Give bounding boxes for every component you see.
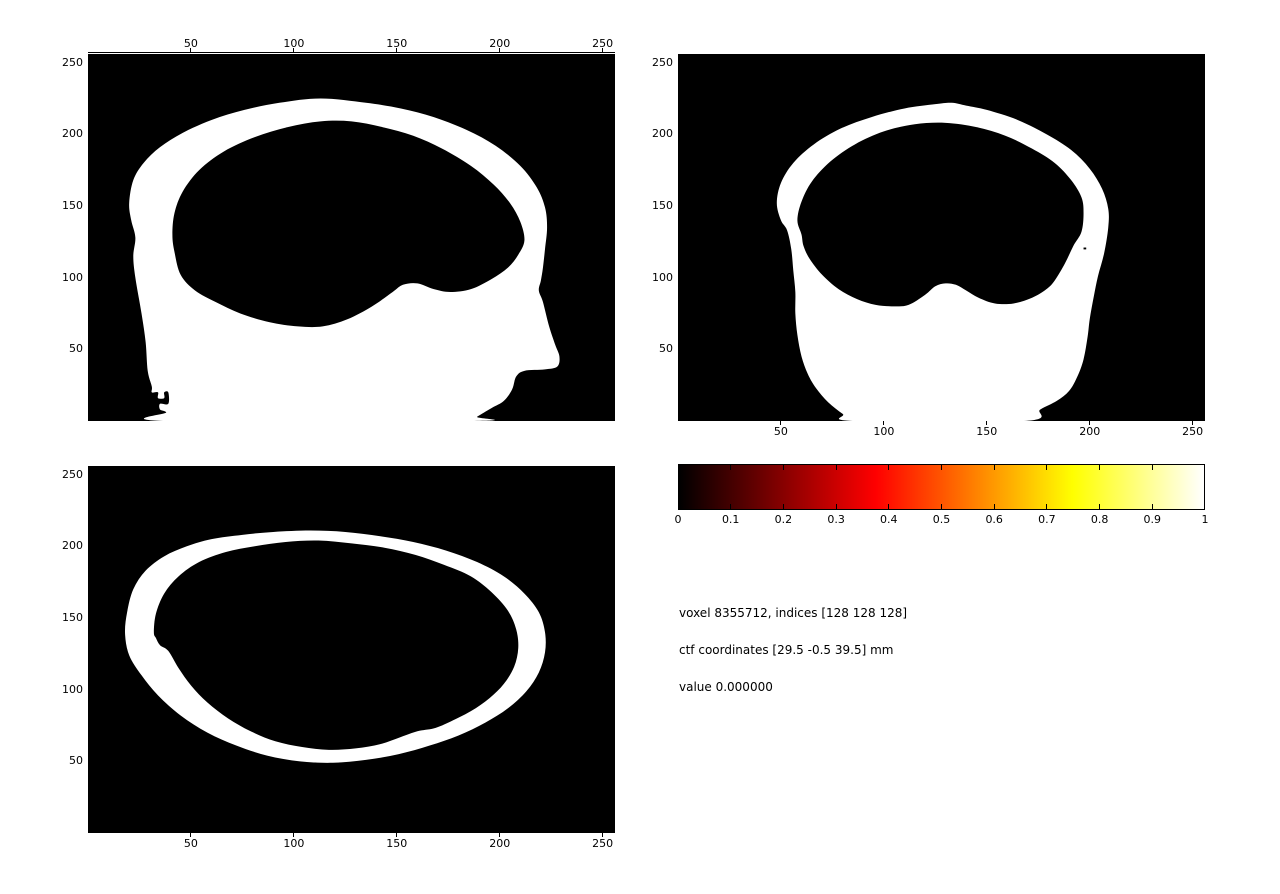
colorbar-tick-mark-bottom	[1151, 504, 1153, 509]
sagittal-mask-outline	[129, 98, 560, 421]
colorbar-tick-mark-bottom	[782, 504, 784, 509]
sagittal-x-tick-mark	[602, 48, 604, 52]
coronal-y-tick-label: 250	[652, 55, 673, 69]
sagittal-x-tick-label: 200	[489, 37, 511, 50]
axial-y-tick-label: 250	[62, 467, 83, 481]
colorbar-tick-label: 0.1	[721, 513, 740, 526]
colorbar-tick-label: 0.5	[932, 513, 951, 526]
colorbar-tick-mark-top	[1151, 465, 1153, 470]
coronal-mask-outline	[776, 102, 1109, 421]
colorbar-tick-mark-bottom	[835, 504, 837, 509]
sagittal-x-tick-mark	[293, 48, 295, 52]
coronal-mask-image	[776, 102, 1109, 421]
sagittal-y-tick-label: 100	[62, 270, 83, 284]
colorbar-tick-mark-top	[993, 465, 995, 470]
axial-x-tick-mark	[190, 833, 192, 837]
mask-speck	[1083, 247, 1087, 250]
voxel-indices-text: voxel 8355712, indices [128 128 128]	[679, 606, 908, 620]
colorbar-tick-mark-top	[1099, 465, 1101, 470]
colorbar-tick-mark-top	[782, 465, 784, 470]
axial-x-tick-mark	[293, 833, 295, 837]
sagittal-x-tick-label: 100	[283, 37, 305, 50]
colorbar-tick-label: 0	[674, 513, 682, 526]
ctf-coordinates-text: ctf coordinates [29.5 -0.5 39.5] mm	[679, 643, 894, 657]
coronal-x-tick-mark	[780, 421, 782, 425]
axial-y-tick-label: 50	[69, 754, 83, 768]
coronal-x-tick-label: 50	[773, 425, 788, 438]
sagittal-y-tick-label: 250	[62, 55, 83, 69]
slice-panel-sagittal[interactable]	[88, 54, 615, 421]
value-text: value 0.000000	[679, 680, 773, 694]
axial-y-tick-label: 200	[62, 539, 83, 553]
colorbar-tick-mark-bottom	[1046, 504, 1048, 509]
colorbar-tick-label: 0.4	[880, 513, 898, 526]
sagittal-x-tick-label: 150	[386, 37, 408, 50]
slice-panel-coronal[interactable]	[678, 54, 1205, 421]
colorbar-tick-label: 0.7	[1038, 513, 1056, 526]
slice-panel-axial[interactable]	[88, 466, 615, 833]
sagittal-x-tick-label: 50	[183, 37, 198, 50]
colorbar-tick-mark-top	[730, 465, 732, 470]
coronal-y-tick-label: 100	[652, 270, 673, 284]
colorbar-tick-label: 0.2	[774, 513, 793, 526]
sagittal-y-tick-label: 200	[62, 127, 83, 141]
coronal-x-tick-label: 150	[976, 425, 998, 438]
colorbar-tick-label: 1	[1201, 513, 1209, 526]
coronal-y-tick-label: 50	[659, 342, 673, 356]
coronal-x-tick-mark	[1192, 421, 1194, 425]
coronal-x-tick-label: 250	[1182, 425, 1204, 438]
sagittal-top-axis-line	[88, 52, 615, 53]
sagittal-y-tick-label: 150	[62, 198, 83, 212]
axial-mask-image	[124, 530, 546, 763]
colorbar-tick-label: 0.8	[1090, 513, 1109, 526]
colorbar-tick-mark-bottom	[1099, 504, 1101, 509]
axial-x-tick-label: 150	[386, 837, 408, 850]
colorbar-tick-mark-bottom	[941, 504, 942, 509]
colorbar-tick-label: 0.9	[1143, 513, 1162, 526]
coronal-x-tick-mark	[883, 421, 885, 425]
axial-x-tick-label: 250	[592, 837, 614, 850]
colorbar-tick-mark-bottom	[993, 504, 995, 509]
axial-y-tick-label: 100	[62, 682, 83, 696]
sagittal-mask-image	[129, 98, 560, 421]
axial-x-tick-label: 200	[489, 837, 511, 850]
colorbar-tick-mark-bottom	[730, 504, 732, 509]
axial-x-tick-mark	[602, 833, 604, 837]
colorbar-tick-mark-top	[888, 465, 890, 470]
coronal-y-tick-label: 150	[652, 198, 673, 212]
axial-x-tick-label: 100	[283, 837, 305, 850]
sagittal-x-tick-mark	[499, 48, 501, 52]
axial-mask-outline	[124, 530, 546, 763]
coronal-x-tick-label: 200	[1079, 425, 1101, 438]
axial-x-tick-mark	[396, 833, 398, 837]
coronal-x-tick-mark	[986, 421, 988, 425]
sagittal-x-tick-label: 250	[592, 37, 614, 50]
coronal-x-tick-mark	[1089, 421, 1091, 425]
colorbar	[678, 464, 1205, 510]
colorbar-tick-mark-top	[835, 465, 837, 470]
coronal-x-tick-label: 100	[873, 425, 895, 438]
axial-y-tick-label: 150	[62, 610, 83, 624]
axial-x-tick-label: 50	[183, 837, 198, 850]
colorbar-tick-label: 0.6	[985, 513, 1003, 526]
colorbar-tick-mark-top	[1046, 465, 1048, 470]
coronal-y-tick-label: 200	[652, 127, 673, 141]
sagittal-y-tick-label: 50	[69, 342, 83, 356]
colorbar-tick-label: 0.3	[827, 513, 845, 526]
colorbar-tick-mark-bottom	[888, 504, 890, 509]
colorbar-tick-mark-top	[941, 465, 942, 470]
sagittal-x-tick-mark	[396, 48, 398, 52]
axial-x-tick-mark	[499, 833, 501, 837]
sagittal-x-tick-mark	[190, 48, 192, 52]
